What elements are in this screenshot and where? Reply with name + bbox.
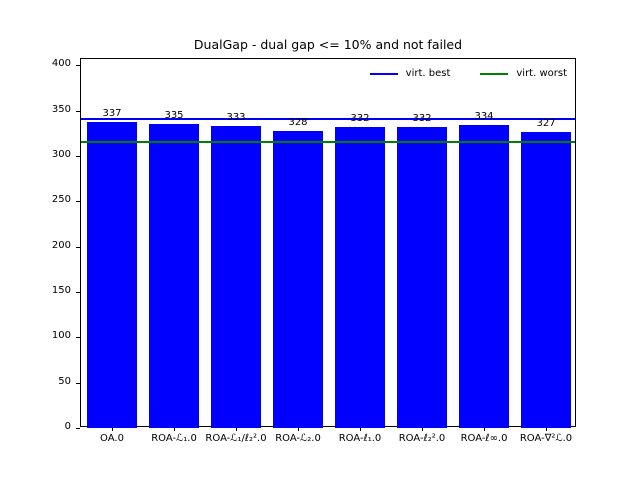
bar-labels-layer: 337 335 333 328 332 332 334 327 [81, 59, 575, 426]
x-tick-label: ROA-ℓ₁.0 [338, 433, 382, 444]
virt-worst-line-swatch [480, 72, 509, 75]
bar-value-label: 332 [412, 112, 432, 124]
x-tick-label: ROA-ℒ₁/ℓ₂².0 [205, 433, 267, 444]
x-tick-mark [360, 427, 361, 431]
bar [521, 131, 571, 428]
x-tick-label: ROA-∇²ℒ.0 [519, 433, 573, 444]
virt-best-hline [81, 117, 575, 120]
x-tick-mark [484, 427, 485, 431]
y-tick-label: 50 [58, 375, 71, 387]
y-tick-mark [76, 156, 80, 157]
bar-value-label: 333 [226, 112, 246, 124]
chart-title: DualGap - dual gap <= 10% and not failed [193, 37, 463, 52]
virt-worst-hline [81, 140, 575, 143]
y-tick-label: 150 [51, 285, 71, 296]
y-tick-label: 400 [51, 58, 71, 70]
y-tick-mark [76, 292, 80, 293]
x-tick-label: OA.0 [100, 433, 124, 444]
virt-best-line-swatch [369, 72, 398, 75]
x-tick-label: ROA-ℓ∞.0 [460, 433, 508, 444]
bar-value-label: 332 [350, 112, 370, 124]
bar-value-label: 328 [288, 116, 308, 128]
y-axis: 0 50 100 150 200 250 300 350 400 [52, 58, 575, 432]
bar-value-label: 327 [536, 117, 556, 129]
legend-label-virt-worst: virt. worst [516, 68, 567, 79]
bar [149, 124, 199, 428]
x-tick-mark [174, 427, 175, 431]
x-axis: OA.0 ROA-ℒ₁.0 ROA-ℒ₁/ℓ₂².0 ROA-ℒ₂.0 ROA-ℓ₁.0… [81, 59, 575, 444]
y-tick-label: 250 [51, 194, 71, 206]
y-tick-label: 350 [51, 103, 71, 115]
x-tick-label: ROA-ℒ₁.0 [151, 433, 197, 444]
bar-value-label: 337 [102, 108, 122, 120]
x-tick-mark [422, 427, 423, 431]
x-tick-mark [546, 427, 547, 431]
bar-value-label: 334 [474, 111, 494, 123]
x-tick-mark [112, 427, 113, 431]
bars-layer [81, 59, 575, 428]
y-tick-label: 0 [64, 421, 71, 432]
bar [397, 126, 447, 428]
y-tick-mark [76, 110, 80, 112]
y-tick-mark [76, 428, 80, 429]
y-tick-mark [76, 337, 80, 339]
bar [459, 125, 509, 428]
bar [335, 126, 385, 428]
x-tick-mark [298, 427, 299, 431]
bar-value-label: 335 [164, 110, 184, 122]
x-tick-label: ROA-ℒ₂.0 [275, 433, 321, 444]
bar [273, 130, 323, 428]
y-tick-label: 200 [51, 239, 71, 251]
legend-label-virt-best: virt. best [405, 68, 451, 79]
y-tick-mark [76, 65, 80, 67]
y-tick-mark [76, 201, 80, 203]
y-tick-mark [76, 382, 80, 384]
x-tick-mark [236, 427, 237, 431]
y-tick-label: 300 [51, 149, 71, 160]
legend-entry-virt-worst: virt. worst [480, 68, 567, 79]
bar [211, 126, 261, 428]
legend-entry-virt-best: virt. best [369, 68, 451, 79]
bar [87, 122, 137, 428]
y-tick-label: 100 [51, 330, 71, 342]
hlines-layer [81, 59, 575, 426]
plot-area: 337 335 333 328 332 332 334 327 0 50 100 150 200 250… [52, 58, 576, 444]
x-tick-label: ROA-ℓ₂².0 [398, 433, 446, 444]
y-tick-mark [76, 246, 80, 248]
legend: virt. best virt. worst [369, 68, 567, 79]
